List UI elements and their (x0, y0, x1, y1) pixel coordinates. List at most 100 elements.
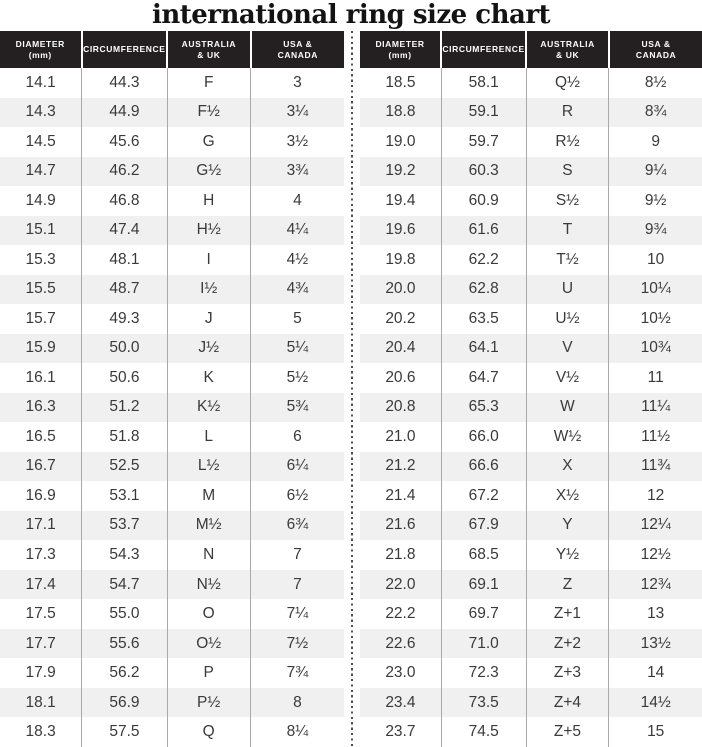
table-row: 16.7 52.5 L½ 6¼ (0, 451, 344, 482)
table-row: 18.5 58.1 Q½ 8½ (360, 68, 702, 98)
table-cell: 59.7 (440, 127, 526, 157)
table-row: 21.4 67.2 X½ 12 (360, 481, 702, 511)
table-cell: 12 (608, 481, 702, 511)
table-row: 21.6 67.9 Y 12¼ (360, 510, 702, 541)
table-cell: 10 (608, 245, 702, 275)
table-cell: P (166, 658, 250, 688)
table-cell: 17.5 (25, 605, 56, 623)
table-cell: 21.6 (385, 516, 416, 534)
column-header-label: DIAMETER (375, 38, 425, 49)
table-cell: 46.2 (81, 156, 166, 187)
table-row: 14.1 44.3 F 3 (0, 68, 344, 98)
table-row: 18.8 59.1 R 8¾ (360, 97, 702, 128)
table-row: 17.3 54.3 N 7 (0, 540, 344, 570)
table-cell: 10½ (608, 304, 702, 334)
table-header-row: DIAMETER (mm) CIRCUMFERENCE AUSTRALIA & … (0, 31, 344, 68)
column-header-label: AUSTRALIA (540, 38, 595, 49)
table-row: 15.1 47.4 H½ 4¼ (0, 215, 344, 246)
table-cell: 44.3 (81, 68, 166, 98)
table-cell: 6½ (249, 481, 344, 511)
table-cell: U½ (525, 304, 609, 334)
table-row: 14.7 46.2 G½ 3¾ (0, 156, 344, 187)
column-header-usa-canada: USA & CANADA (251, 31, 344, 68)
dotted-divider-line (350, 31, 354, 747)
table-row: 20.0 62.8 U 10¼ (360, 274, 702, 305)
column-header-australia-uk: AUSTRALIA & UK (527, 31, 609, 68)
column-header-sublabel: (mm) (388, 49, 412, 60)
table-row: 19.2 60.3 S 9¼ (360, 156, 702, 187)
table-cell: 17.7 (25, 634, 56, 652)
table-cell: 9½ (608, 186, 702, 216)
table-cell: G (166, 127, 250, 157)
table-cell: 23.0 (385, 664, 416, 682)
table-cell: T (525, 215, 609, 246)
table-cell: 21.0 (385, 427, 416, 445)
table-cell: F½ (166, 97, 250, 128)
table-cell: 23.4 (385, 693, 416, 711)
table-cell: 5¼ (249, 333, 344, 364)
table-cell: 4 (249, 186, 344, 216)
table-cell: 20.6 (385, 368, 416, 386)
table-cell: 8½ (608, 68, 702, 98)
ring-size-table-left: DIAMETER (mm) CIRCUMFERENCE AUSTRALIA & … (0, 31, 344, 747)
table-cell: 58.1 (440, 68, 526, 98)
table-row: 17.1 53.7 M½ 6¾ (0, 510, 344, 541)
page-title: international ring size chart (151, 0, 551, 30)
column-header-diameter: DIAMETER (mm) (0, 31, 81, 68)
table-cell: U (525, 274, 609, 305)
table-cell: 69.1 (440, 569, 526, 600)
table-cell: 55.0 (81, 599, 166, 629)
table-cell: 45.6 (81, 127, 166, 157)
column-header-usa-canada: USA & CANADA (610, 31, 702, 68)
table-cell: 14.5 (25, 132, 56, 150)
table-cell: 67.9 (440, 510, 526, 541)
table-row: 23.4 73.5 Z+4 14½ (360, 687, 702, 718)
table-row: 14.3 44.9 F½ 3¼ (0, 97, 344, 128)
table-row: 20.8 65.3 W 11¼ (360, 392, 702, 423)
table-row: 19.4 60.9 S½ 9½ (360, 186, 702, 216)
table-cell: 4¾ (249, 274, 344, 305)
table-cell: 6¼ (249, 451, 344, 482)
table-cell: 19.8 (385, 250, 416, 268)
table-cell: Z+1 (525, 599, 609, 629)
table-cell: 17.3 (25, 546, 56, 563)
table-cell: 15.7 (25, 309, 56, 327)
table-cell: Q½ (525, 68, 609, 98)
column-header-label: USA & (641, 38, 671, 49)
table-cell: 51.2 (81, 392, 166, 423)
table-cell: 50.6 (81, 363, 166, 393)
table-cell: 22.6 (385, 634, 416, 652)
table-divider (344, 31, 360, 747)
table-cell: Z+2 (525, 628, 609, 659)
table-cell: 18.1 (25, 693, 56, 711)
tables-container: DIAMETER (mm) CIRCUMFERENCE AUSTRALIA & … (0, 31, 702, 747)
table-row: 16.1 50.6 K 5½ (0, 363, 344, 393)
table-row: 15.7 49.3 J 5 (0, 304, 344, 334)
table-cell: 53.1 (81, 481, 166, 511)
table-cell: 74.5 (440, 717, 526, 747)
table-row: 15.3 48.1 I 4½ (0, 245, 344, 275)
table-cell: 9¾ (608, 215, 702, 246)
table-cell: W½ (525, 422, 609, 452)
column-header-sublabel: & UK (556, 49, 580, 60)
table-cell: 15.3 (25, 250, 56, 268)
table-cell: I (166, 245, 250, 275)
table-cell: 46.8 (81, 186, 166, 216)
table-cell: 23.7 (385, 723, 416, 741)
table-cell: 16.9 (25, 486, 56, 504)
table-row: 21.2 66.6 X 11¾ (360, 451, 702, 482)
table-cell: 48.7 (81, 274, 166, 305)
table-cell: 59.1 (440, 97, 526, 128)
table-row: 15.9 50.0 J½ 5¼ (0, 333, 344, 364)
table-cell: 72.3 (440, 658, 526, 688)
table-body: 18.5 58.1 Q½ 8½ 18.8 59.1 R 8¾ 19.0 59.7 R½ 9 19.2 60… (360, 68, 702, 747)
column-header-sublabel: (mm) (28, 49, 52, 60)
table-cell: 13½ (608, 628, 702, 659)
table-cell: N½ (166, 569, 250, 600)
table-cell: 60.3 (440, 156, 526, 187)
table-cell: S (525, 156, 609, 187)
table-cell: M½ (166, 510, 250, 541)
table-row: 20.4 64.1 V 10¾ (360, 333, 702, 364)
table-cell: 50.0 (81, 333, 166, 364)
table-cell: 11 (608, 363, 702, 393)
